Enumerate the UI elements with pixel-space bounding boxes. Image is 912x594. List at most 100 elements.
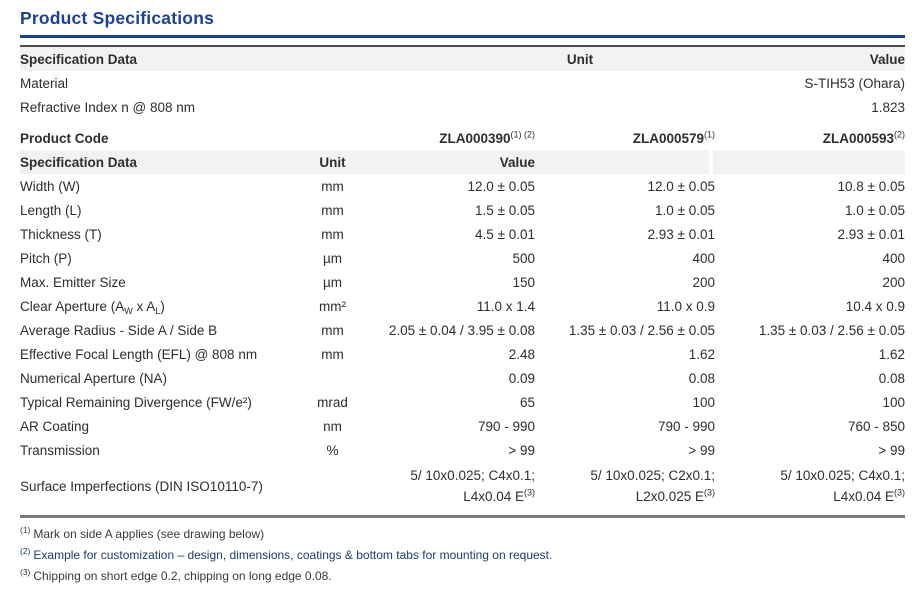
spec-value-1: 1.5 ± 0.05: [475, 202, 535, 218]
footnote-marker: (2): [20, 546, 31, 556]
spec-value-1: 500: [512, 250, 535, 266]
content-area: Product Specifications Specification Dat…: [20, 7, 905, 587]
title-underline: [20, 35, 905, 38]
material-table-header: Specification Data Unit Value: [20, 47, 905, 71]
material-table: Specification Data Unit Value Material S…: [20, 45, 905, 119]
product-code-row: Product Code ZLA000390(1) (2) ZLA000579(…: [20, 126, 905, 150]
spec-unit: µm: [322, 250, 343, 266]
footnote-marker: (1) (2): [510, 129, 536, 139]
spec-value-2: 0.08: [688, 370, 715, 386]
spec-value-2: 11.0 x 0.9: [656, 298, 715, 314]
table-row: Numerical Aperture (NA) 0.09 0.08 0.08: [20, 366, 905, 390]
spec-value-1: 12.0 ± 0.05: [467, 178, 535, 194]
product-code-1: ZLA000390(1) (2): [439, 129, 536, 146]
spec-value: 1.823: [871, 99, 905, 115]
spec-value-2: 12.0 ± 0.05: [647, 178, 715, 194]
footnotes: (1) Mark on side A applies (see drawing b…: [20, 524, 905, 587]
header-spec-data: Specification Data: [20, 51, 138, 67]
spec-value-3: 760 - 850: [847, 418, 905, 434]
product-code-2: ZLA000579(1): [632, 129, 715, 146]
spec-value-1: 2.48: [508, 346, 535, 362]
table-row-surface-imperfections: Surface Imperfections (DIN ISO10110-7) 5…: [20, 462, 905, 510]
table-row: Average Radius - Side A / Side B mm 2.05…: [20, 318, 905, 342]
spec-unit: nm: [323, 418, 342, 434]
spec-value-3: 1.35 ± 0.03 / 2.56 ± 0.05: [758, 322, 905, 338]
spec-label: Typical Remaining Divergence (FW/e²): [20, 394, 252, 410]
footnote-1: (1) Mark on side A applies (see drawing b…: [20, 525, 265, 541]
spec-unit: mm: [321, 202, 344, 218]
spec-value-1: 790 - 990: [477, 418, 535, 434]
spec-value-3: 2.93 ± 0.01: [837, 226, 905, 242]
table-row: Max. Emitter Size µm 150 200 200: [20, 270, 905, 294]
table-row: Length (L) mm 1.5 ± 0.05 1.0 ± 0.05 1.0 …: [20, 198, 905, 222]
spec-unit: mm: [321, 178, 344, 194]
footnote-marker: (3): [894, 487, 905, 498]
spec-value-3: 1.62: [878, 346, 905, 362]
spec-value-3: > 99: [878, 442, 905, 458]
footnote-marker: (1): [704, 129, 715, 139]
header-unit: Unit: [319, 154, 346, 170]
spec-unit: mm: [321, 346, 344, 362]
header-unit: Unit: [566, 51, 594, 67]
footnote-2: (2) Example for customization – design, d…: [20, 546, 553, 562]
footnote-marker: (2): [894, 129, 905, 139]
spec-value-3: 10.8 ± 0.05: [837, 178, 905, 194]
table-row: AR Coating nm 790 - 990 790 - 990 760 - …: [20, 414, 905, 438]
spec-label: Numerical Aperture (NA): [20, 370, 168, 386]
spec-label: Thickness (T): [20, 226, 102, 242]
spec-value-3: 100: [882, 394, 905, 410]
spec-value: S-TIH53 (Ohara): [804, 75, 905, 91]
spec-value-1: 11.0 x 1.4: [476, 298, 535, 314]
spec-unit: mm: [321, 226, 344, 242]
spec-unit: mrad: [317, 394, 348, 410]
spec-label: Refractive Index n @ 808 nm: [20, 99, 196, 115]
footnote-marker: (3): [704, 487, 715, 498]
spec-value-3: 400: [882, 250, 905, 266]
spec-value-1: 65: [519, 394, 535, 410]
spec-table-header: Specification Data Unit Value: [20, 150, 905, 174]
table-row: Material S-TIH53 (Ohara): [20, 71, 905, 95]
spec-value-1: > 99: [508, 442, 535, 458]
table-row: Pitch (P) µm 500 400 400: [20, 246, 905, 270]
product-code-3: ZLA000593(2): [822, 129, 905, 146]
table-row: Thickness (T) mm 4.5 ± 0.01 2.93 ± 0.01 …: [20, 222, 905, 246]
spec-label: Average Radius - Side A / Side B: [20, 322, 218, 338]
spec-unit: mm: [321, 322, 344, 338]
spec-label: Pitch (P): [20, 250, 72, 266]
table-row: Refractive Index n @ 808 nm 1.823: [20, 95, 905, 119]
spec-value-3: 1.0 ± 0.05: [845, 202, 905, 218]
header-spec-data: Specification Data: [20, 154, 138, 170]
spec-value-2: 790 - 990: [657, 418, 715, 434]
footnote-marker: (3): [20, 567, 31, 577]
spec-label: AR Coating: [20, 418, 90, 434]
spec-value-3: 5/ 10x0.025; C4x0.1; L4x0.04 E(3): [780, 468, 905, 504]
table-row: Effective Focal Length (EFL) @ 808 nm mm…: [20, 342, 905, 366]
spec-value-2: 1.35 ± 0.03 / 2.56 ± 0.05: [568, 322, 715, 338]
spec-value-2: 1.0 ± 0.05: [655, 202, 715, 218]
spec-unit: mm²: [319, 298, 346, 314]
spec-value-1: 2.05 ± 0.04 / 3.95 ± 0.08: [388, 322, 535, 338]
table-bottom-border: [20, 515, 905, 518]
table-row: Clear Aperture (AW x AL) mm² 11.0 x 1.4 …: [20, 294, 905, 318]
spec-label: Max. Emitter Size: [20, 274, 126, 290]
spec-value-3: 200: [882, 274, 905, 290]
table-row: Typical Remaining Divergence (FW/e²) mra…: [20, 390, 905, 414]
spec-value-1: 150: [512, 274, 535, 290]
spec-label: Transmission: [20, 442, 100, 458]
spec-label: Clear Aperture (AW x AL): [20, 298, 165, 316]
spec-value-2: 100: [692, 394, 715, 410]
spec-value-2: 2.93 ± 0.01: [647, 226, 715, 242]
table-row: Transmission % > 99 > 99 > 99: [20, 438, 905, 462]
spec-value-2: 5/ 10x0.025; C2x0.1; L2x0.025 E(3): [590, 468, 715, 504]
spec-value-3: 10.4 x 0.9: [845, 298, 905, 314]
footnote-marker: (1): [20, 525, 31, 535]
page-title: Product Specifications: [20, 8, 215, 28]
footnote-3: (3) Chipping on short edge 0.2, chipping …: [20, 567, 332, 583]
header-value: Value: [869, 51, 905, 67]
footnote-marker: (3): [524, 487, 535, 498]
spec-value-1: 5/ 10x0.025; C4x0.1; L4x0.04 E(3): [410, 468, 535, 504]
spec-value-2: 1.62: [688, 346, 715, 362]
spec-label: Length (L): [20, 202, 82, 218]
product-code-label: Product Code: [20, 130, 109, 146]
